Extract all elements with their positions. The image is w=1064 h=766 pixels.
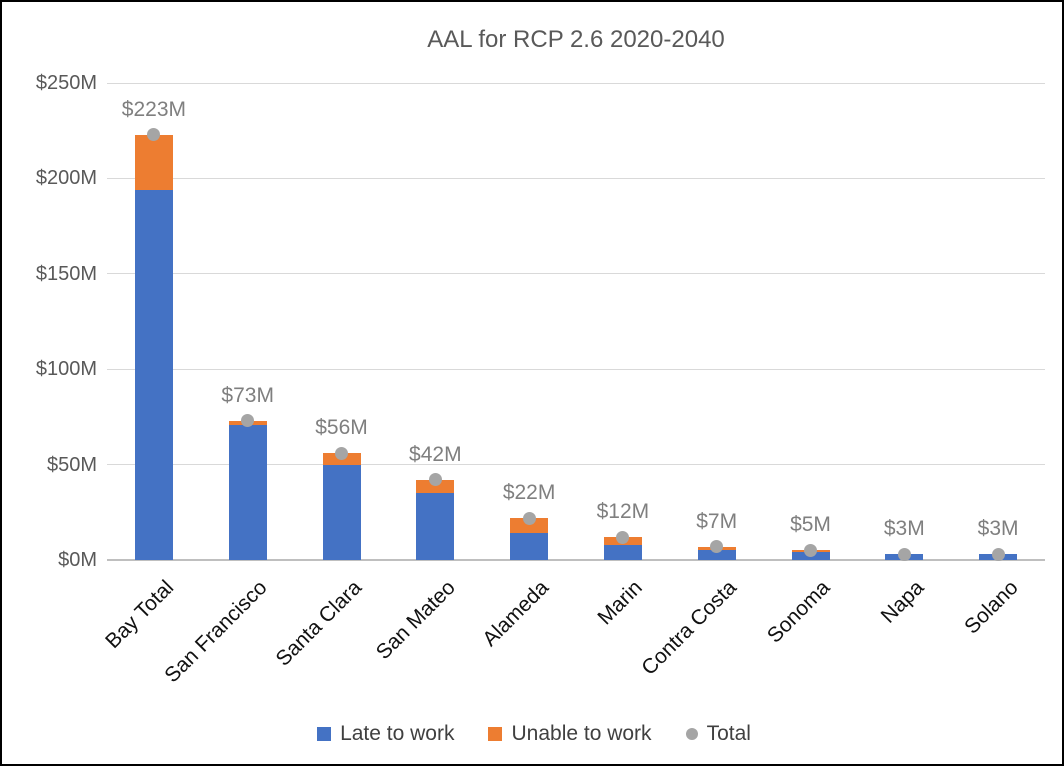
gridline-0 <box>107 559 1045 561</box>
bar-unable-to-work <box>416 479 455 494</box>
total-data-label: $42M <box>409 442 462 466</box>
category-label: Alameda <box>478 576 554 651</box>
y-axis-tick-label: $50M <box>46 453 97 476</box>
total-data-label: $56M <box>315 416 368 440</box>
legend-label-total: Total <box>706 722 751 745</box>
total-marker <box>147 128 161 142</box>
gridline-50 <box>107 464 1045 466</box>
category-label: Sonoma <box>763 576 835 648</box>
legend-item-late-to-work: Late to work <box>317 722 454 746</box>
total-data-label: $3M <box>883 517 925 541</box>
bar-late-to-work <box>228 424 267 560</box>
late-to-work-swatch-icon <box>317 727 332 741</box>
category-label: Napa <box>876 576 929 628</box>
total-data-label: $12M <box>596 500 650 524</box>
y-axis-tick-label: $150M <box>35 262 97 285</box>
y-axis-tick-label: $100M <box>35 358 97 381</box>
total-data-label: $5M <box>790 513 831 537</box>
category-label: Marin <box>593 576 648 630</box>
total-data-label: $223M <box>121 97 186 121</box>
legend-label-late-to-work: Late to work <box>340 722 455 745</box>
bar-late-to-work <box>510 533 549 560</box>
total-marker <box>522 511 536 525</box>
y-axis-tick-label: $0M <box>58 549 97 571</box>
total-marker <box>710 540 724 554</box>
gridline-200 <box>107 177 1045 179</box>
y-axis-tick-label: $250M <box>35 72 97 94</box>
legend-item-total: Total <box>685 722 751 746</box>
category-label: Bay Total <box>101 576 179 654</box>
bar-late-to-work <box>134 189 173 560</box>
total-data-label: $3M <box>977 517 1019 541</box>
total-data-label: $7M <box>696 509 738 533</box>
y-axis-tick-label: $200M <box>35 167 97 190</box>
bar-late-to-work <box>322 464 361 560</box>
category-label: Contra Costa <box>637 576 741 680</box>
chart-title: AAL for RCP 2.6 2020-2040 <box>427 26 725 53</box>
gridline-250 <box>107 82 1045 84</box>
total-marker <box>804 543 817 557</box>
total-marker <box>616 530 630 544</box>
bar-unable-to-work <box>134 134 173 190</box>
bar-late-to-work <box>603 544 642 560</box>
unable-to-work-swatch-icon <box>488 727 503 741</box>
gridline-100 <box>107 368 1045 370</box>
total-marker <box>991 547 1005 561</box>
total-marker <box>241 414 255 428</box>
category-label: San Mateo <box>371 576 460 665</box>
gridline-150 <box>107 273 1045 275</box>
total-marker <box>897 547 911 561</box>
bar-late-to-work <box>416 493 455 560</box>
total-marker <box>335 446 348 460</box>
category-label: Santa Clara <box>271 576 366 671</box>
chart-legend: Late to work Unable to work Total <box>2 722 1062 746</box>
category-label: Solano <box>959 576 1023 639</box>
legend-item-unable-to-work: Unable to work <box>488 722 652 746</box>
total-marker <box>428 473 442 487</box>
total-marker-icon <box>685 728 698 740</box>
legend-label-unable-to-work: Unable to work <box>511 722 652 745</box>
total-data-label: $22M <box>502 481 556 505</box>
bar-unable-to-work <box>510 518 549 534</box>
bar-late-to-work <box>697 550 736 560</box>
total-data-label: $73M <box>221 383 274 407</box>
